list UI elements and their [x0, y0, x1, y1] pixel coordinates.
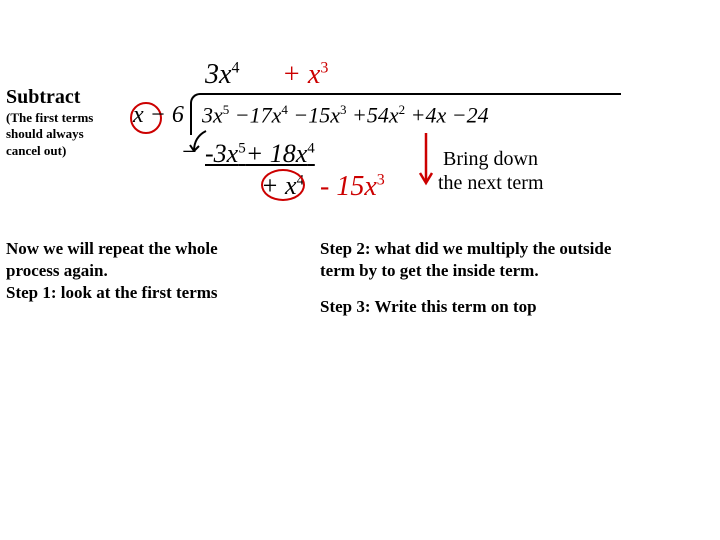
q1-coef: 3 [205, 59, 219, 90]
subtract-heading: Subtract [6, 86, 80, 109]
brought-down-term: - 15x3 [320, 171, 385, 203]
q2-sign: + [282, 59, 308, 90]
br-l2: term by to get the inside term. [320, 260, 611, 282]
bd-exp: 3 [377, 172, 385, 189]
bl-l1: Now we will repeat the whole [6, 238, 218, 260]
divisor-text: x − 6 [133, 102, 184, 129]
q2-exp: 3 [320, 60, 328, 77]
subtract-arrow-icon [188, 129, 210, 159]
subtract-note-l3: cancel out) [6, 143, 93, 159]
subtract-note: (The first terms should always cancel ou… [6, 110, 93, 159]
bring-down-arrow-icon [416, 131, 436, 191]
bd-var: x [364, 171, 376, 202]
bl-l2: process again. [6, 260, 218, 282]
subtract-note-l1: (The first terms [6, 110, 93, 126]
q1-var: x [219, 59, 231, 90]
bottom-left-text: Now we will repeat the whole process aga… [6, 238, 218, 304]
bottom-right-text: Step 2: what did we multiply the outside… [320, 238, 611, 318]
remainder-circle-annotation [261, 169, 305, 201]
subtraction-line: -3x5+ 18x4 [205, 139, 315, 169]
br-l1: Step 2: what did we multiply the outside [320, 238, 611, 260]
dividend-polynomial: 3x5 −17x4 −15x3 +54x2 +4x −24 [202, 102, 489, 128]
br-l3: Step 3: Write this term on top [320, 296, 611, 318]
quotient-term-1: 3x4 [205, 59, 239, 91]
q2-var: x [308, 59, 320, 90]
quotient-term-2: + x3 [282, 59, 328, 91]
subtract-note-l2: should always [6, 126, 93, 142]
bd-sign: - 15 [320, 171, 364, 202]
division-bracket-horizontal [206, 93, 621, 95]
long-division-diagram: x − 6 3x4 + x3 3x5 −17x4 −15x3 +54x2 +4x… [130, 55, 690, 215]
q1-exp: 4 [231, 60, 239, 77]
bl-l3: Step 1: look at the first terms [6, 282, 218, 304]
